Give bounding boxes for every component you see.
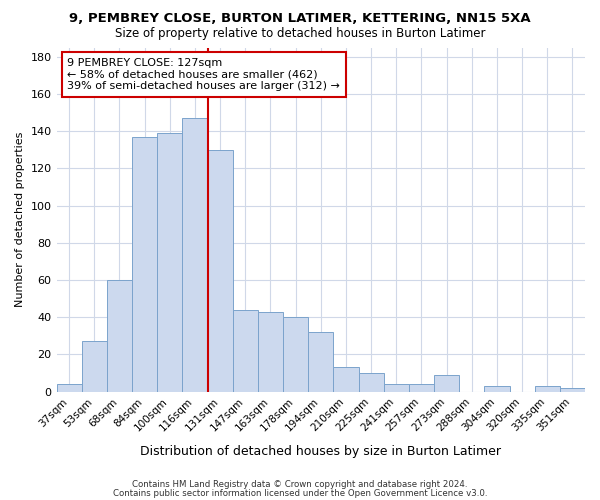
Text: Size of property relative to detached houses in Burton Latimer: Size of property relative to detached ho… [115, 28, 485, 40]
Bar [132, 137, 157, 392]
Bar [383, 384, 409, 392]
Y-axis label: Number of detached properties: Number of detached properties [15, 132, 25, 308]
Bar [535, 386, 560, 392]
Bar [233, 310, 258, 392]
Bar [434, 375, 459, 392]
Bar [283, 318, 308, 392]
Bar [409, 384, 434, 392]
Bar [334, 368, 359, 392]
Bar [82, 342, 107, 392]
X-axis label: Distribution of detached houses by size in Burton Latimer: Distribution of detached houses by size … [140, 444, 501, 458]
Text: Contains public sector information licensed under the Open Government Licence v3: Contains public sector information licen… [113, 489, 487, 498]
Bar [208, 150, 233, 392]
Bar [157, 133, 182, 392]
Text: 9, PEMBREY CLOSE, BURTON LATIMER, KETTERING, NN15 5XA: 9, PEMBREY CLOSE, BURTON LATIMER, KETTER… [69, 12, 531, 26]
Bar [56, 384, 82, 392]
Bar [560, 388, 585, 392]
Text: 9 PEMBREY CLOSE: 127sqm
← 58% of detached houses are smaller (462)
39% of semi-d: 9 PEMBREY CLOSE: 127sqm ← 58% of detache… [67, 58, 340, 91]
Text: Contains HM Land Registry data © Crown copyright and database right 2024.: Contains HM Land Registry data © Crown c… [132, 480, 468, 489]
Bar [484, 386, 509, 392]
Bar [359, 373, 383, 392]
Bar [308, 332, 334, 392]
Bar [182, 118, 208, 392]
Bar [258, 312, 283, 392]
Bar [107, 280, 132, 392]
